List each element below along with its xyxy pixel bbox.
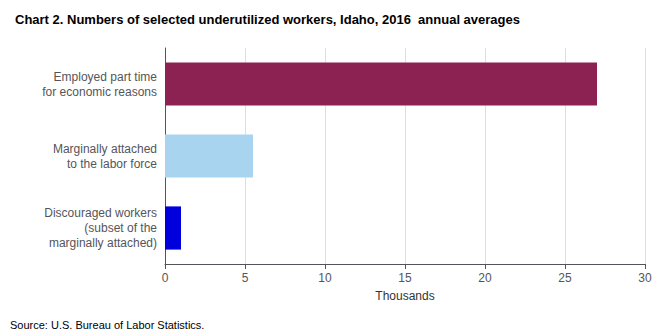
svg-text:5: 5	[242, 271, 249, 285]
svg-text:Chart 2. Numbers of selected u: Chart 2. Numbers of selected underutiliz…	[15, 12, 520, 27]
svg-text:Marginally attached: Marginally attached	[53, 142, 157, 156]
svg-text:Source: U.S. Bureau of Labor S: Source: U.S. Bureau of Labor Statistics.	[10, 319, 204, 331]
svg-text:10: 10	[318, 271, 332, 285]
svg-text:30: 30	[638, 271, 652, 285]
svg-text:Thousands: Thousands	[375, 289, 434, 303]
svg-text:marginally attached): marginally attached)	[49, 236, 157, 250]
svg-text:to the labor force: to the labor force	[67, 157, 157, 171]
svg-text:Employed part time: Employed part time	[54, 70, 158, 84]
svg-text:20: 20	[478, 271, 492, 285]
svg-text:15: 15	[398, 271, 412, 285]
svg-text:0: 0	[162, 271, 169, 285]
svg-text:25: 25	[558, 271, 572, 285]
svg-text:for economic reasons: for economic reasons	[42, 85, 157, 99]
svg-text:Discouraged workers: Discouraged workers	[44, 206, 157, 220]
svg-text:(subset of the: (subset of the	[84, 221, 157, 235]
